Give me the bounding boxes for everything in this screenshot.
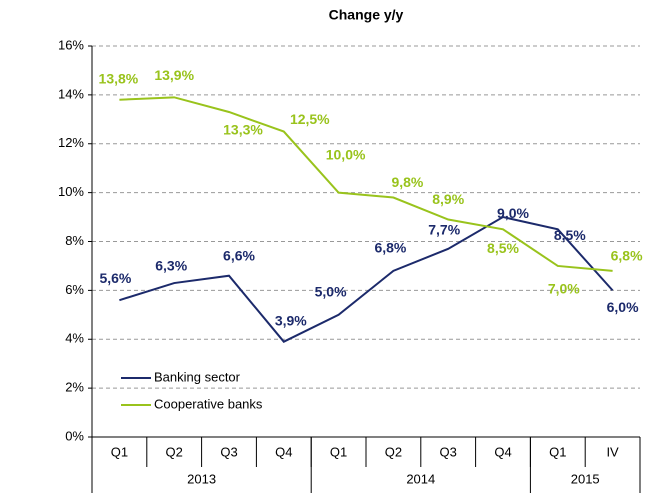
y-tick-label: 6% — [65, 282, 84, 297]
data-label: 3,9% — [275, 312, 307, 328]
data-label: 9,8% — [391, 174, 423, 190]
data-label: 6,8% — [374, 240, 406, 256]
x-tick-label: Q4 — [494, 444, 511, 459]
data-label: 5,0% — [315, 284, 347, 300]
y-tick-label: 4% — [65, 331, 84, 346]
data-label: 13,9% — [154, 67, 194, 83]
data-label: 6,8% — [611, 248, 643, 264]
x-tick-label: Q4 — [275, 444, 292, 459]
legend-label: Banking sector — [154, 369, 241, 384]
x-tick-label: Q2 — [166, 444, 183, 459]
x-tick-label: Q1 — [111, 444, 128, 459]
data-label: 8,9% — [432, 191, 464, 207]
x-tick-label: Q3 — [220, 444, 237, 459]
x-tick-label: Q2 — [385, 444, 402, 459]
x-tick-label: Q1 — [549, 444, 566, 459]
data-label: 6,6% — [223, 247, 255, 263]
x-tick-label: IV — [606, 444, 619, 459]
legend-label: Cooperative banks — [154, 396, 263, 411]
y-tick-label: 8% — [65, 233, 84, 248]
series-line — [119, 216, 614, 343]
chart-title: Change y/y — [329, 7, 404, 23]
x-tick-label: Q1 — [330, 444, 347, 459]
y-tick-label: 0% — [65, 428, 84, 443]
data-label: 13,8% — [99, 70, 139, 86]
x-group-label: 2013 — [187, 471, 216, 486]
y-tick-label: 16% — [58, 37, 84, 52]
data-label: 10,0% — [326, 146, 366, 162]
x-tick-label: Q3 — [440, 444, 457, 459]
data-label: 8,5% — [554, 227, 586, 243]
data-label: 13,3% — [223, 122, 263, 138]
data-label: 8,5% — [487, 240, 519, 256]
y-tick-label: 14% — [58, 86, 84, 101]
data-label: 12,5% — [290, 111, 330, 127]
x-group-label: 2015 — [571, 471, 600, 486]
y-tick-label: 12% — [58, 135, 84, 150]
data-label: 6,3% — [155, 258, 187, 274]
y-tick-label: 10% — [58, 184, 84, 199]
data-label: 7,7% — [428, 222, 460, 238]
data-label: 7,0% — [548, 281, 580, 297]
data-label: 6,0% — [607, 299, 639, 315]
data-label: 5,6% — [99, 270, 131, 286]
x-group-label: 2014 — [406, 471, 435, 486]
data-label: 9,0% — [497, 205, 529, 221]
series-line — [119, 96, 613, 272]
y-tick-label: 2% — [65, 380, 84, 395]
